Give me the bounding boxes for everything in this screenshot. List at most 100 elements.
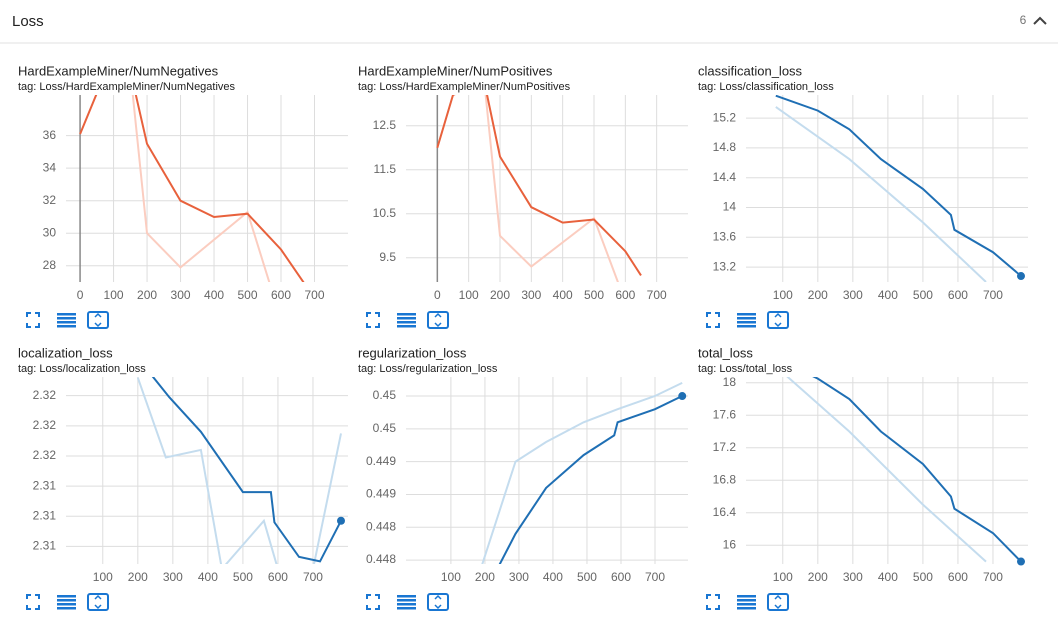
x-tick-label: 200 bbox=[128, 570, 148, 584]
x-tick-label: 0 bbox=[77, 288, 84, 302]
x-tick-label: 500 bbox=[584, 288, 604, 302]
y-tick-label: 0.45 bbox=[373, 388, 397, 402]
fit-domain-button[interactable] bbox=[767, 311, 789, 329]
log-scale-button[interactable] bbox=[397, 313, 416, 328]
y-tick-label: 13.6 bbox=[713, 229, 737, 243]
y-tick-label: 2.32 bbox=[33, 418, 57, 432]
y-tick-label: 2.32 bbox=[33, 448, 57, 462]
chart-tag: tag: Loss/localization_loss bbox=[18, 363, 146, 375]
series-line bbox=[812, 377, 1022, 563]
y-tick-label: 0.448 bbox=[366, 519, 396, 533]
fit-domain-icon bbox=[774, 312, 782, 328]
x-tick-label: 300 bbox=[509, 570, 529, 584]
fit-domain-icon bbox=[94, 594, 102, 610]
fit-domain-icon bbox=[434, 312, 442, 328]
fit-domain-button[interactable] bbox=[87, 593, 109, 611]
expand-button[interactable] bbox=[706, 594, 720, 610]
log-scale-button[interactable] bbox=[57, 595, 76, 610]
y-tick-label: 2.32 bbox=[33, 388, 57, 402]
plot bbox=[136, 377, 342, 564]
x-tick-label: 400 bbox=[543, 570, 563, 584]
x-tick-label: 400 bbox=[204, 288, 224, 302]
series-line bbox=[136, 377, 342, 564]
chart-title: total_loss bbox=[698, 345, 753, 360]
x-tick-label: 700 bbox=[304, 288, 324, 302]
collapse-toggle[interactable] bbox=[1033, 16, 1047, 25]
button-line bbox=[397, 321, 416, 324]
y-tick-label: 11.5 bbox=[374, 162, 397, 176]
log-scale-button[interactable] bbox=[57, 313, 76, 328]
x-tick-label: 100 bbox=[104, 288, 124, 302]
plot bbox=[79, 95, 305, 282]
plot bbox=[436, 95, 642, 282]
x-tick-label: 500 bbox=[233, 570, 253, 584]
end-marker bbox=[678, 392, 687, 401]
log-scale-button[interactable] bbox=[737, 595, 756, 610]
button-line bbox=[737, 321, 756, 324]
button-line bbox=[737, 317, 756, 320]
x-tick-label: 0 bbox=[434, 288, 441, 302]
series-line bbox=[498, 395, 683, 564]
x-tick-label: 100 bbox=[441, 570, 461, 584]
button-line bbox=[397, 607, 416, 610]
y-tick-label: 0.449 bbox=[366, 454, 396, 468]
x-tick-label: 200 bbox=[490, 288, 510, 302]
button-line bbox=[57, 321, 76, 324]
x-tick-label: 600 bbox=[611, 570, 631, 584]
fit-domain-button[interactable] bbox=[427, 311, 449, 329]
fit-domain-button[interactable] bbox=[87, 311, 109, 329]
card-count: 6 bbox=[1020, 13, 1027, 27]
x-tick-label: 100 bbox=[459, 288, 479, 302]
fit-domain-button[interactable] bbox=[427, 593, 449, 611]
plot bbox=[481, 381, 683, 564]
y-tick-label: 15.2 bbox=[713, 110, 737, 124]
x-tick-label: 600 bbox=[948, 570, 968, 584]
end-marker bbox=[1016, 272, 1025, 281]
series-line bbox=[775, 106, 987, 282]
expand-button[interactable] bbox=[366, 594, 380, 610]
expand-button[interactable] bbox=[26, 594, 40, 610]
button-line bbox=[397, 313, 416, 316]
x-tick-label: 500 bbox=[913, 570, 933, 584]
series-line bbox=[484, 95, 619, 282]
expand-button[interactable] bbox=[706, 312, 720, 328]
x-tick-label: 700 bbox=[645, 570, 665, 584]
button-line bbox=[57, 607, 76, 610]
chart-tag: tag: Loss/HardExampleMiner/NumNegatives bbox=[18, 81, 236, 93]
x-tick-label: 300 bbox=[163, 570, 183, 584]
fit-domain-button[interactable] bbox=[767, 593, 789, 611]
button-line bbox=[57, 599, 76, 602]
series-line bbox=[79, 95, 305, 282]
y-tick-label: 2.31 bbox=[33, 539, 57, 553]
y-tick-label: 17.2 bbox=[713, 440, 737, 454]
expand-button[interactable] bbox=[26, 312, 40, 328]
y-tick-label: 32 bbox=[43, 193, 57, 207]
y-tick-label: 0.448 bbox=[366, 552, 396, 566]
x-tick-label: 300 bbox=[843, 570, 863, 584]
x-tick-label: 700 bbox=[983, 570, 1003, 584]
button-line bbox=[737, 325, 756, 328]
expand-button[interactable] bbox=[366, 312, 380, 328]
y-tick-label: 10.5 bbox=[373, 206, 397, 220]
series-line bbox=[131, 95, 271, 282]
plot bbox=[775, 95, 1022, 282]
x-tick-label: 300 bbox=[521, 288, 541, 302]
y-tick-label: 0.449 bbox=[366, 487, 396, 501]
x-tick-label: 200 bbox=[808, 288, 828, 302]
plot bbox=[786, 377, 1022, 563]
y-tick-label: 13.2 bbox=[713, 259, 737, 273]
x-tick-label: 700 bbox=[647, 288, 667, 302]
log-scale-button[interactable] bbox=[397, 595, 416, 610]
x-tick-label: 100 bbox=[773, 570, 793, 584]
log-scale-button[interactable] bbox=[737, 313, 756, 328]
y-tick-label: 2.31 bbox=[33, 508, 57, 522]
x-tick-label: 400 bbox=[553, 288, 573, 302]
button-line bbox=[397, 595, 416, 598]
button-line bbox=[397, 599, 416, 602]
x-tick-label: 400 bbox=[198, 570, 218, 584]
button-line bbox=[737, 603, 756, 606]
x-tick-label: 200 bbox=[137, 288, 157, 302]
chart-tag: tag: Loss/HardExampleMiner/NumPositives bbox=[358, 81, 571, 93]
series-line bbox=[481, 381, 683, 564]
chart-title: localization_loss bbox=[18, 345, 113, 360]
